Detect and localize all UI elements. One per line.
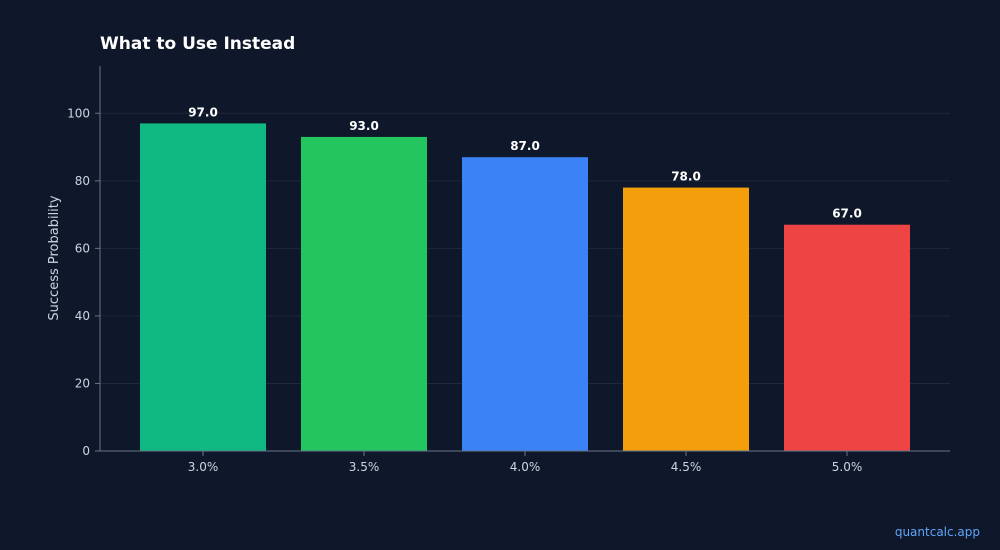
y-tick-label: 80	[75, 174, 90, 188]
data-label: 78.0	[671, 170, 701, 184]
data-label: 97.0	[188, 105, 218, 119]
y-tick-label: 20	[75, 376, 90, 390]
y-axis-label: Success Probability	[47, 195, 62, 320]
data-label: 87.0	[510, 139, 540, 153]
bar	[140, 123, 266, 451]
x-tick-label: 3.5%	[349, 460, 380, 474]
bar	[462, 157, 588, 451]
data-label: 67.0	[832, 207, 862, 221]
bar	[301, 136, 427, 451]
data-labels: 97.0 93.0 87.0 78.0 67.0	[188, 105, 862, 220]
y-tick-label: 100	[67, 106, 90, 120]
x-axis: 3.0% 3.5% 4.0% 4.5% 5.0%	[100, 450, 950, 474]
chart-title: What to Use Instead	[100, 34, 295, 54]
x-tick-label: 5.0%	[832, 460, 863, 474]
y-tick-label: 0	[82, 444, 90, 458]
bar	[784, 224, 910, 451]
y-tick-label: 60	[75, 241, 90, 255]
x-tick-label: 4.5%	[671, 460, 702, 474]
y-axis: 0 20 40 60 80 100	[67, 66, 101, 458]
y-tick-label: 40	[75, 309, 90, 323]
x-tick-label: 3.0%	[188, 460, 219, 474]
data-label: 93.0	[349, 119, 379, 133]
x-tick-label: 4.0%	[510, 460, 541, 474]
bars	[140, 123, 910, 451]
watermark: quantcalc.app	[894, 525, 980, 539]
bar	[623, 187, 749, 451]
